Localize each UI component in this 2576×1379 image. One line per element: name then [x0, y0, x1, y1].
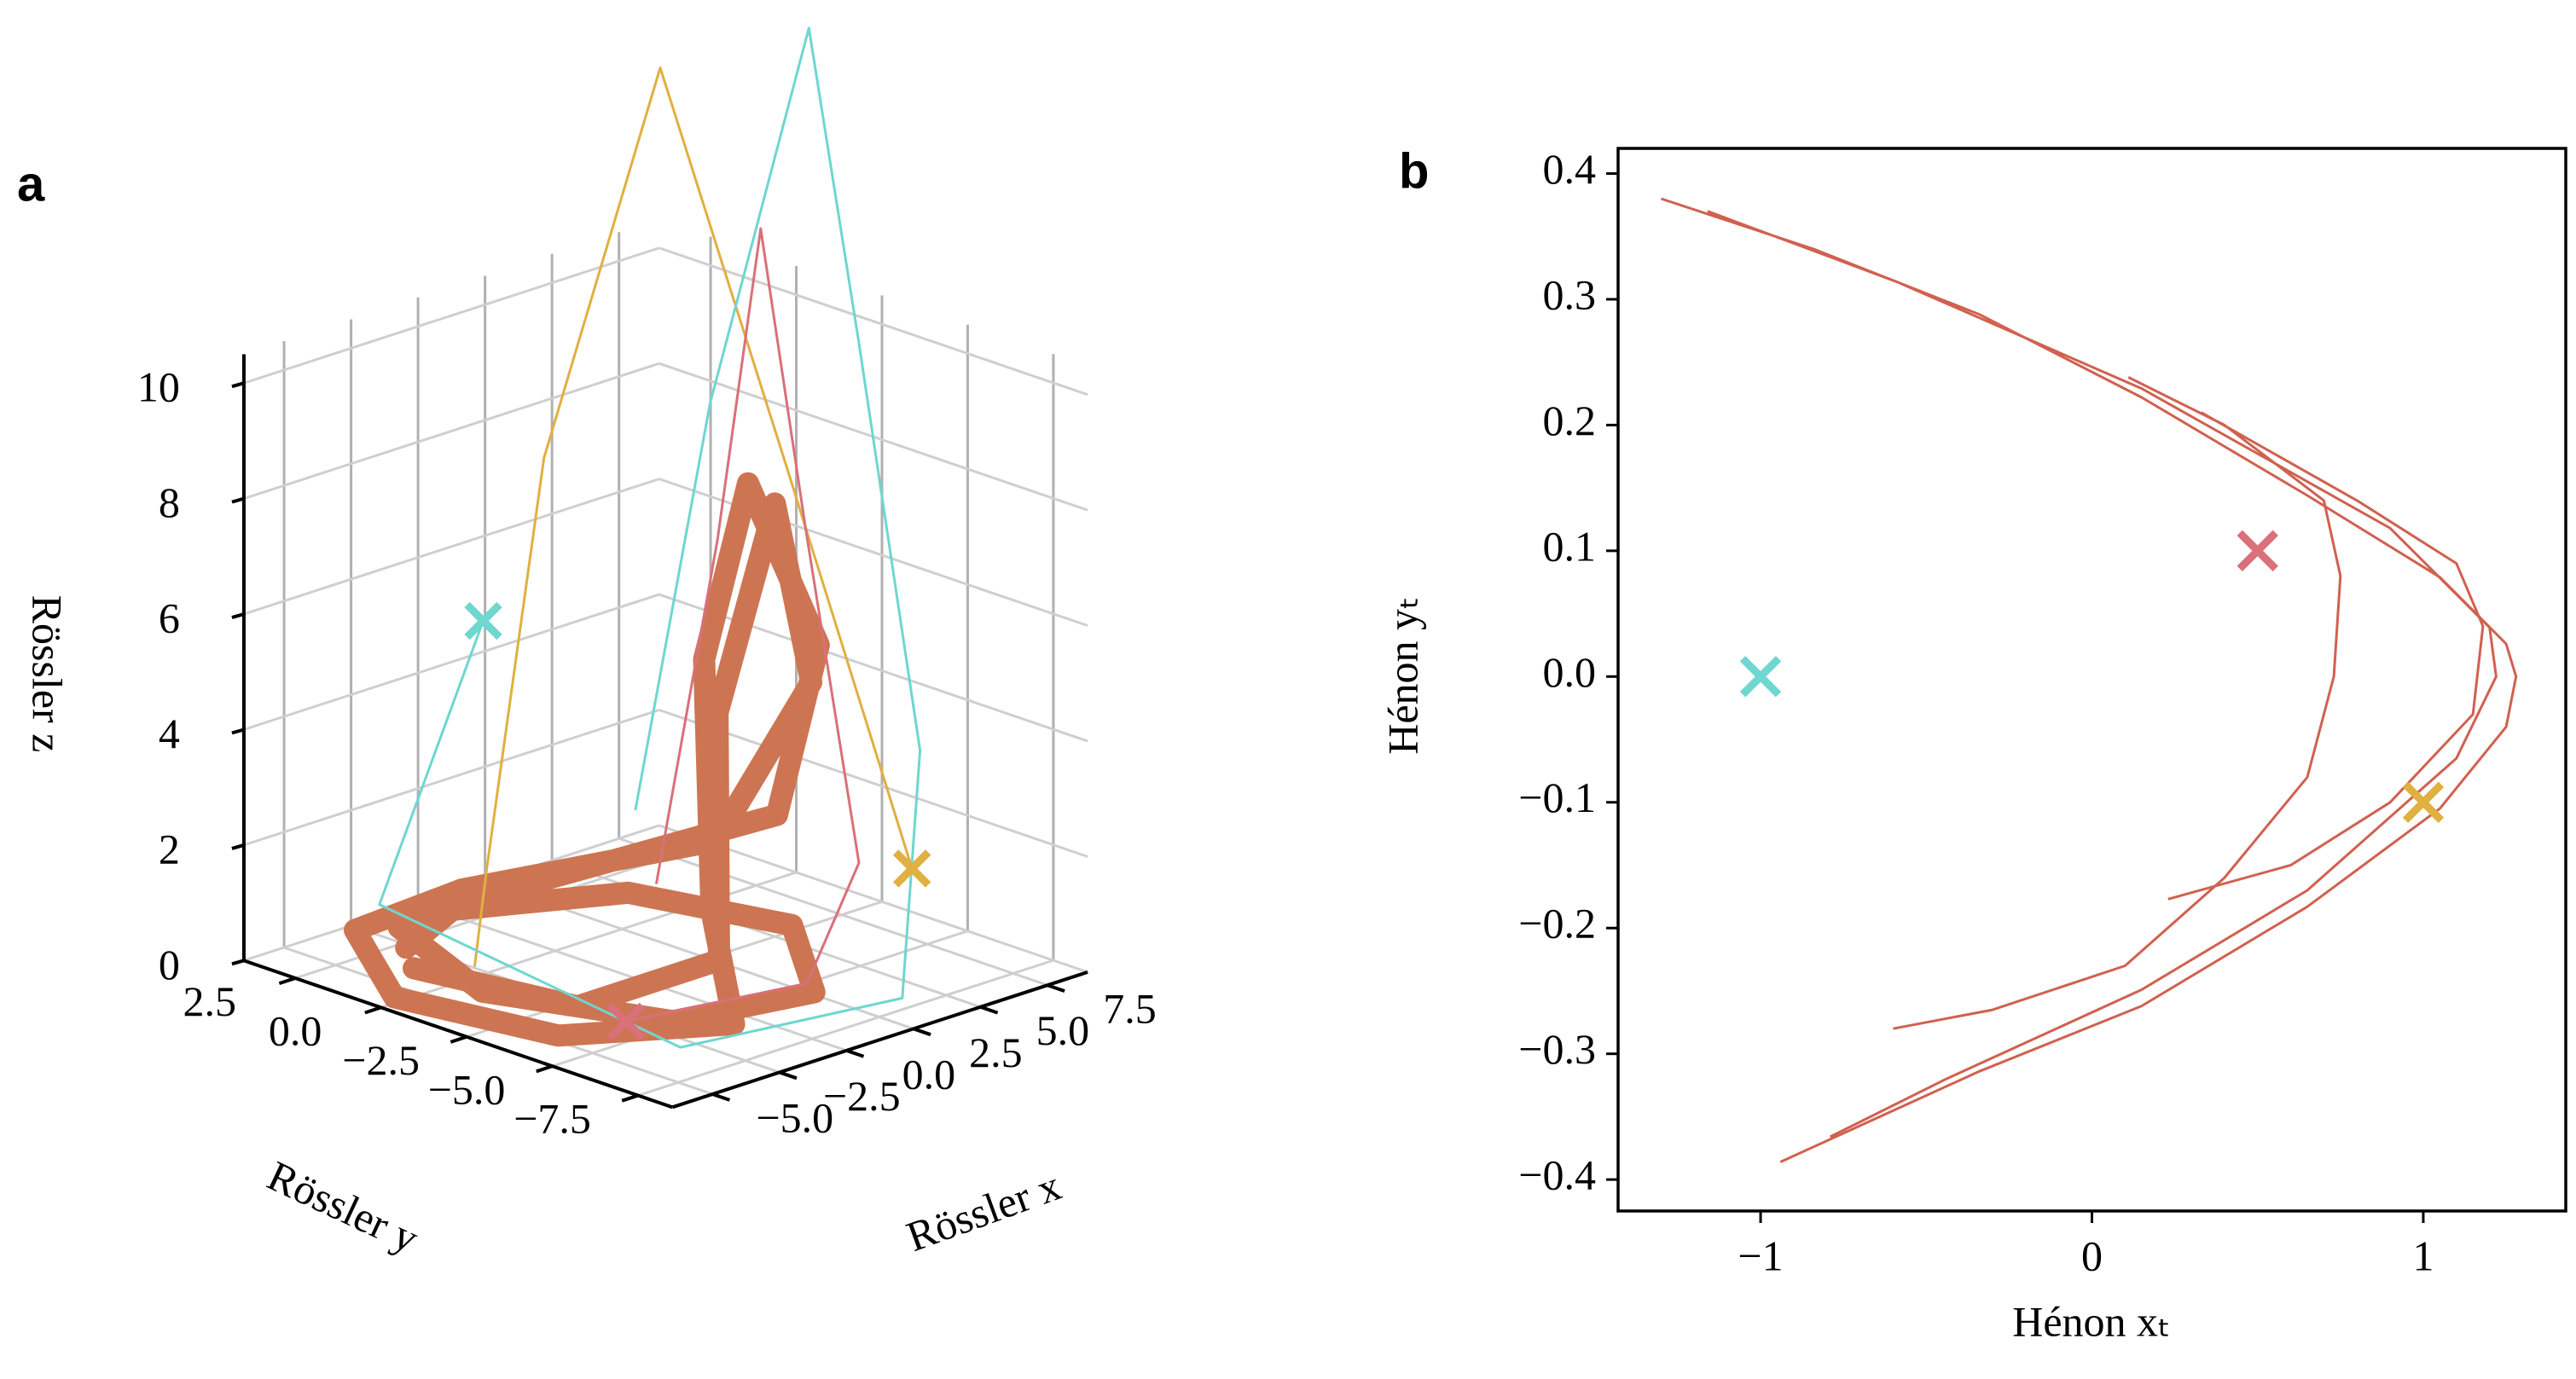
x-tick-label: 7.5 — [1103, 985, 1157, 1033]
y-tick — [536, 1064, 554, 1074]
z-tick — [231, 727, 245, 735]
y-tick — [450, 1034, 467, 1044]
grid-line — [659, 593, 1088, 743]
x-tick-label: 1 — [2412, 1231, 2434, 1279]
panel-label: a — [17, 156, 45, 211]
y-axis — [243, 959, 673, 1110]
grid-line — [243, 478, 660, 616]
z-tick — [231, 843, 245, 850]
z-tick-label: 10 — [137, 363, 180, 411]
cross-stroke — [606, 1002, 646, 1041]
cross-stroke — [2402, 781, 2445, 823]
marker — [1739, 656, 1782, 698]
x-tick-label: 2.5 — [969, 1028, 1023, 1076]
y-axis-label: Hénon yₜ — [1378, 596, 1426, 755]
y-tick-label: −2.5 — [342, 1036, 420, 1084]
y-tick-label: 0.3 — [1543, 270, 1597, 318]
grid-line — [243, 709, 660, 847]
panel-label: b — [1399, 143, 1429, 199]
z-tick — [231, 381, 245, 389]
cross-stroke — [892, 849, 931, 888]
grid-line — [659, 824, 1088, 974]
z-tick — [231, 496, 245, 504]
x-tick — [979, 1005, 999, 1015]
grid-line — [243, 362, 660, 501]
marker — [2402, 781, 2445, 823]
grid-line — [243, 246, 660, 385]
x-tick — [779, 1070, 798, 1081]
marker — [2237, 530, 2278, 572]
z-tick-label: 0 — [159, 941, 180, 988]
x-tick — [1047, 983, 1065, 993]
grid-line — [618, 837, 1048, 987]
y-tick-label: 0.0 — [269, 1007, 322, 1055]
y-tick-label: 0.0 — [1543, 648, 1597, 696]
z-tick-label: 8 — [159, 478, 180, 526]
x-tick-label: 0 — [2081, 1231, 2103, 1279]
grid-line — [659, 709, 1088, 858]
marker — [464, 601, 502, 640]
y-tick-label: −0.4 — [1518, 1151, 1596, 1199]
y-tick-label: −0.3 — [1518, 1025, 1596, 1073]
marker — [606, 1002, 646, 1041]
cross-stroke — [464, 601, 502, 640]
marker — [892, 849, 931, 888]
y-tick-label: −0.1 — [1518, 774, 1596, 821]
y-tick-label: −7.5 — [513, 1095, 591, 1143]
grid-line — [659, 478, 1088, 627]
y-tick-label: 0.2 — [1543, 397, 1597, 444]
y-tick-label: −0.2 — [1518, 900, 1596, 947]
z-tick-label: 2 — [159, 825, 180, 872]
x-tick-label: 0.0 — [902, 1050, 956, 1098]
trajectory — [624, 227, 861, 1023]
x-tick-label: 5.0 — [1036, 1006, 1090, 1054]
x-tick — [913, 1027, 931, 1037]
grid-line — [659, 246, 1088, 397]
y-tick — [364, 1005, 382, 1015]
grid-line — [637, 959, 1054, 1097]
attractor-line — [1661, 197, 2518, 1163]
z-axis-label: Rössler z — [24, 595, 72, 753]
z-tick — [231, 612, 245, 619]
x-tick — [845, 1048, 865, 1058]
trajectory — [378, 26, 922, 1049]
x-tick-label: −5.0 — [756, 1093, 833, 1141]
y-tick — [278, 976, 296, 986]
y-tick-label: 0.4 — [1543, 145, 1597, 193]
z-tick-label: 6 — [159, 594, 180, 642]
attractor — [344, 472, 830, 1047]
x-axis-label: Hénon xₜ — [2012, 1297, 2171, 1345]
cross-stroke — [1739, 656, 1782, 698]
z-tick — [231, 959, 245, 966]
x-tick — [711, 1092, 731, 1102]
cross-stroke — [2237, 530, 2278, 572]
y-tick-label: 0.1 — [1543, 522, 1597, 570]
y-tick — [621, 1093, 639, 1103]
y-tick-label: −5.0 — [428, 1065, 506, 1113]
grid-line — [243, 593, 660, 731]
x-axis — [671, 970, 1088, 1110]
x-tick-label: −2.5 — [823, 1072, 901, 1120]
x-tick-label: −1 — [1738, 1231, 1783, 1279]
y-tick-label: 2.5 — [183, 977, 236, 1025]
z-tick-label: 4 — [159, 710, 180, 757]
